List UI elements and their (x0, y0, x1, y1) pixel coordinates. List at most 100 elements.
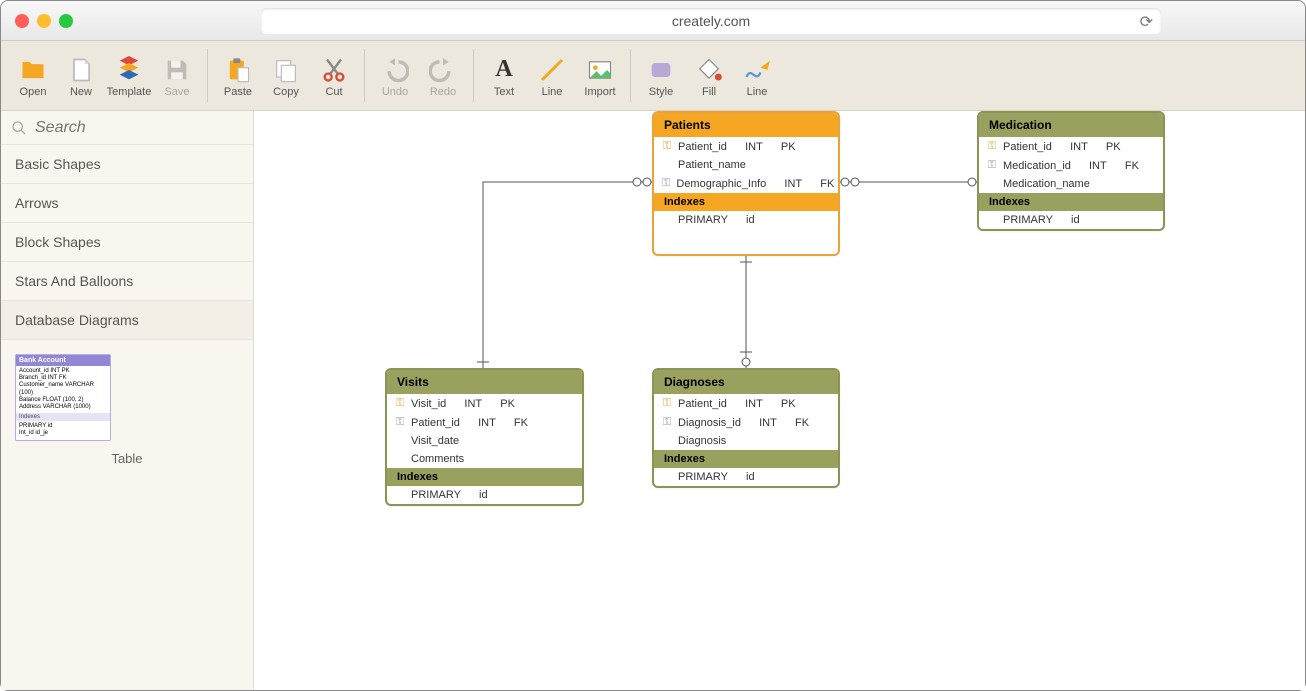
tool-label: Style (649, 86, 673, 98)
fk-icon: ⚿ (395, 416, 405, 429)
undo-icon (379, 54, 411, 86)
entity-title: Medication (979, 113, 1163, 137)
indexes-header: Indexes (387, 468, 582, 486)
line-icon (536, 54, 568, 86)
entity-field[interactable]: ⚿Patient_id INT FK (387, 413, 582, 432)
indexes-header: Indexes (654, 450, 838, 468)
entity-index: PRIMARY id (387, 486, 582, 504)
entity-index: PRIMARY id (979, 211, 1163, 229)
tool-label: Import (584, 86, 615, 98)
shape-category[interactable]: Database Diagrams (1, 301, 253, 340)
tool-label: Undo (382, 86, 408, 98)
template-icon (113, 54, 145, 86)
copy-icon (270, 54, 302, 86)
tool-label: Open (20, 86, 47, 98)
entity-field[interactable]: Medication_name (979, 175, 1163, 193)
url-bar[interactable]: creately.com ⟳ (261, 8, 1161, 34)
tool-template[interactable]: Template (105, 46, 153, 106)
new-icon (65, 54, 97, 86)
close-window-button[interactable] (15, 14, 29, 28)
shape-category[interactable]: Basic Shapes (1, 145, 253, 184)
entity-diagnoses[interactable]: Diagnoses⚿Patient_id INT PK⚿Diagnosis_id… (652, 368, 840, 488)
fill-icon (693, 54, 725, 86)
entity-field[interactable]: ⚿Demographic_Info INT FK (654, 174, 838, 193)
thumb-sub: Indexes (16, 413, 110, 421)
tool-label: Line (542, 86, 563, 98)
line2-icon (741, 54, 773, 86)
tool-open[interactable]: Open (9, 46, 57, 106)
fk-icon: ⚿ (662, 177, 670, 190)
entity-field[interactable]: Comments (387, 450, 582, 468)
tool-label: Line (747, 86, 768, 98)
entity-medication[interactable]: Medication⚿Patient_id INT PK⚿Medication_… (977, 111, 1165, 231)
tool-new[interactable]: New (57, 46, 105, 106)
redo-icon (427, 54, 459, 86)
tool-save: Save (153, 46, 201, 106)
toolbar: Open New Template Save Paste Copy Cut Undo Redo A… (1, 41, 1305, 111)
indexes-header: Indexes (979, 193, 1163, 211)
entity-index: PRIMARY id (654, 211, 838, 229)
pk-icon: ⚿ (662, 140, 672, 153)
shape-thumb-table[interactable]: Bank Account Account_id INT PKBranch_id … (15, 354, 111, 441)
shape-thumbnails: Bank Account Account_id INT PKBranch_id … (1, 340, 253, 480)
shape-category[interactable]: Stars And Balloons (1, 262, 253, 301)
entity-patients[interactable]: Patients⚿Patient_id INT PKPatient_name⚿D… (652, 111, 840, 256)
entity-field[interactable]: ⚿Patient_id INT PK (654, 137, 838, 156)
save-icon (161, 54, 193, 86)
workspace: Basic ShapesArrowsBlock ShapesStars And … (1, 111, 1305, 690)
tool-label: Template (107, 86, 152, 98)
tool-line[interactable]: Line (528, 46, 576, 106)
minimize-window-button[interactable] (37, 14, 51, 28)
indexes-header: Indexes (654, 193, 838, 211)
tool-text[interactable]: AText (480, 46, 528, 106)
tool-label: Cut (325, 86, 342, 98)
url-text: creately.com (672, 13, 750, 29)
shape-category[interactable]: Block Shapes (1, 223, 253, 262)
entity-field[interactable]: ⚿Patient_id INT PK (979, 137, 1163, 156)
tool-copy[interactable]: Copy (262, 46, 310, 106)
canvas[interactable]: Patients⚿Patient_id INT PKPatient_name⚿D… (254, 111, 1305, 690)
titlebar: creately.com ⟳ (1, 1, 1305, 41)
search-icon (11, 119, 27, 137)
shape-search[interactable] (1, 111, 253, 145)
tool-paste[interactable]: Paste (214, 46, 262, 106)
pk-icon: ⚿ (987, 140, 997, 153)
style-icon (645, 54, 677, 86)
tool-label: Fill (702, 86, 716, 98)
tool-label: New (70, 86, 92, 98)
tool-import[interactable]: Import (576, 46, 624, 106)
open-icon (17, 54, 49, 86)
maximize-window-button[interactable] (59, 14, 73, 28)
entity-field[interactable]: ⚿Visit_id INT PK (387, 394, 582, 413)
tool-style[interactable]: Style (637, 46, 685, 106)
fk-icon: ⚿ (987, 159, 997, 172)
tool-cut[interactable]: Cut (310, 46, 358, 106)
entity-visits[interactable]: Visits⚿Visit_id INT PK⚿Patient_id INT FK… (385, 368, 584, 506)
tool-label: Redo (430, 86, 456, 98)
tool-label: Paste (224, 86, 252, 98)
entity-field[interactable]: Patient_name (654, 156, 838, 174)
entity-field[interactable]: ⚿Patient_id INT PK (654, 394, 838, 413)
sidebar: Basic ShapesArrowsBlock ShapesStars And … (1, 111, 254, 690)
entity-field[interactable]: ⚿Medication_id INT FK (979, 156, 1163, 175)
entity-title: Visits (387, 370, 582, 394)
tool-label: Copy (273, 86, 299, 98)
tool-line2[interactable]: Line (733, 46, 781, 106)
search-input[interactable] (35, 119, 243, 137)
entity-field[interactable]: ⚿Diagnosis_id INT FK (654, 413, 838, 432)
refresh-icon[interactable]: ⟳ (1140, 12, 1153, 32)
tool-redo: Redo (419, 46, 467, 106)
entity-index: PRIMARY id (654, 468, 838, 486)
thumb-title: Bank Account (16, 355, 110, 366)
tool-undo: Undo (371, 46, 419, 106)
entity-field[interactable]: Visit_date (387, 432, 582, 450)
pk-icon: ⚿ (395, 397, 405, 410)
shape-category[interactable]: Arrows (1, 184, 253, 223)
pk-icon: ⚿ (662, 397, 672, 410)
tool-fill[interactable]: Fill (685, 46, 733, 106)
fk-icon: ⚿ (662, 416, 672, 429)
tool-label: Save (164, 86, 189, 98)
import-icon (584, 54, 616, 86)
entity-field[interactable]: Diagnosis (654, 432, 838, 450)
tool-label: Text (494, 86, 514, 98)
